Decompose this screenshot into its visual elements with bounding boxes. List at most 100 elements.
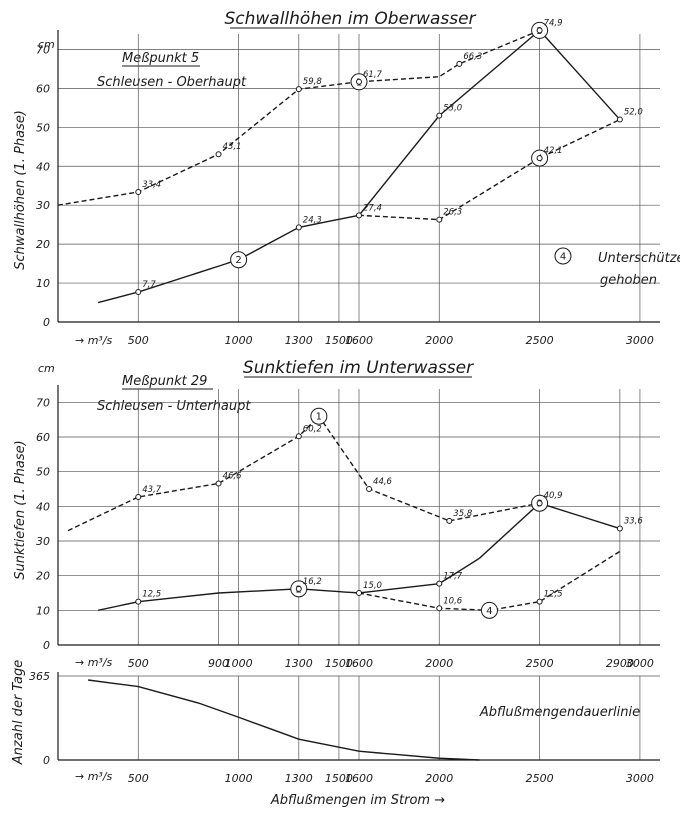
- chart-2-y-tick-label: 10: [36, 604, 50, 617]
- chart-2-data-point: [536, 500, 543, 507]
- chart-1-annotation-marker-label: 4: [560, 252, 566, 263]
- chart-1-y-tick-label: 30: [36, 199, 50, 212]
- chart-1-data-point: [616, 116, 623, 123]
- chart-1-y-unit: cm: [38, 38, 55, 51]
- chart-2-x-tick-label: 1600: [345, 657, 373, 670]
- chart-1-annotation-line-1: Unterschütze: [598, 251, 680, 266]
- chart-1-data-point: [436, 112, 443, 119]
- chart-2-series-marker-label: 1: [316, 412, 322, 423]
- chart-2-data-label: 10,6: [443, 596, 463, 606]
- chart-1-subtitle-1: Meßpunkt 5: [122, 51, 199, 66]
- chart-1-x-tick-label: 2000: [425, 334, 453, 347]
- chart-1-data-label: 42,1: [544, 146, 563, 156]
- chart-2-data-label: 12,5: [142, 590, 161, 600]
- chart-1-data-point: [356, 78, 362, 85]
- chart-2-data-point: [135, 598, 142, 605]
- chart-2-x-tick-label: 2000: [425, 657, 453, 670]
- chart-1-series-marker: [230, 251, 248, 269]
- chart-1-y-tick-label: 60: [36, 82, 50, 95]
- chart-2-data-point: [215, 480, 222, 487]
- chart-3-y-axis-label: Anzahl der Tage: [11, 660, 26, 765]
- chart-1-data-point: [295, 86, 302, 93]
- chart-2-y-tick-label: 20: [36, 570, 50, 583]
- chart-3-x-tick-label: 1300: [285, 772, 313, 785]
- chart-2-data-label: 40,9: [544, 491, 563, 501]
- chart-2-data-label: 60,2: [303, 424, 322, 434]
- chart-2-data-point: [295, 433, 302, 440]
- chart-1-data-point: [536, 155, 543, 162]
- chart-3-title: Abflußmengendauerlinie: [479, 705, 640, 720]
- chart-1-y-tick-label: 40: [36, 160, 50, 173]
- chart-2-x-tick-label: 1300: [285, 657, 313, 670]
- chart-3-y-tick-label: 0: [43, 754, 50, 767]
- chart-1-data-point: [356, 212, 362, 219]
- chart-1-annotation-marker: [554, 247, 572, 265]
- chart-2-x-tick-label: 900: [208, 657, 229, 670]
- chart-1-x-tick-label: 1300: [285, 334, 313, 347]
- chart-2-data-label: 44,6: [373, 477, 393, 487]
- chart-1-data-label: 24,3: [303, 215, 322, 225]
- chart-1-x-tick-label: 3000: [626, 334, 654, 347]
- chart-2-series-marker-label: 4: [486, 606, 492, 617]
- chart-3-x-tick-label: 2000: [425, 772, 453, 785]
- chart-1-x-tick-label: 2500: [526, 334, 554, 347]
- chart-2-y-tick-label: 0: [43, 639, 50, 652]
- chart-1-data-label: 33,4: [142, 180, 161, 190]
- chart-1-data-point: [135, 289, 142, 296]
- chart-2-y-tick-label: 40: [36, 500, 50, 513]
- chart-1-data-point: [436, 216, 443, 223]
- chart-1-title: Schwallhöhen im Oberwasser: [224, 9, 476, 29]
- chart-2-data-label: 35,8: [453, 509, 473, 519]
- chart-2-data-point: [356, 590, 362, 596]
- chart-3-x-tick-label: 1600: [345, 772, 373, 785]
- chart-1-data-point: [215, 151, 222, 158]
- chart-2-subtitle-1: Meßpunkt 29: [122, 374, 207, 389]
- chart-2-series-1: [67, 415, 540, 532]
- chart-2-data-point: [536, 598, 543, 605]
- chart-2-x-tick-label: 2500: [526, 657, 554, 670]
- chart-1-y-tick-label: 20: [36, 238, 50, 251]
- chart-2-data-label: 16,2: [303, 577, 322, 587]
- chart-2-y-unit: cm: [38, 362, 55, 375]
- chart-3-x-unit: → m³/s: [75, 770, 113, 783]
- chart-2-subtitle-2: Schleusen - Unterhaupt: [97, 399, 251, 414]
- chart-1-x-tick-label: 1600: [345, 334, 373, 347]
- chart-1-x-tick-label: 1000: [225, 334, 253, 347]
- chart-1-y-axis-label: Schwallhöhen (1. Phase): [13, 110, 28, 270]
- chart-1-data-label: 43,1: [223, 142, 242, 152]
- chart-2-data-label: 12,5: [544, 590, 563, 600]
- chart-2-data-point: [446, 517, 453, 524]
- chart-1-data-label: 61,7: [363, 70, 383, 80]
- chart-3-y-tick-label: 365: [29, 670, 50, 683]
- chart-3-x-tick-label: 500: [128, 772, 149, 785]
- chart-2-y-axis-label: Sunktiefen (1. Phase): [13, 440, 28, 579]
- chart-2-series-4: [358, 550, 621, 612]
- chart-2-x-tick-label: 1500: [325, 657, 353, 670]
- chart-3-x-tick-label: 3000: [626, 772, 654, 785]
- chart-2-x-tick-label: 3000: [626, 657, 654, 670]
- chart-2-x-tick-label: 500: [128, 657, 149, 670]
- chart-2-y-tick-label: 30: [36, 535, 50, 548]
- chart-1-data-label: 7,7: [142, 280, 156, 290]
- chart-1-subtitle-2: Schleusen - Oberhaupt: [97, 75, 247, 90]
- chart-2-x-tick-label: 1000: [225, 657, 253, 670]
- chart-2-data-label: 33,6: [624, 517, 644, 527]
- chart-1-data-point: [135, 188, 142, 195]
- chart-2-data-point: [295, 585, 302, 592]
- chart-2-y-tick-label: 50: [36, 466, 50, 479]
- chart-2-data-label: 46,6: [223, 471, 243, 481]
- chart-1-data-point: [295, 224, 302, 231]
- chart-2-series-3: [438, 502, 621, 585]
- chart-1-data-label: 52,0: [624, 108, 643, 118]
- chart-2-data-point: [616, 525, 623, 532]
- chart-1-data-point: [456, 60, 463, 67]
- chart-1-series-4: [358, 118, 621, 221]
- chart-2-title: Sunktiefen im Unterwasser: [243, 358, 474, 378]
- chart-2-series-marker: [480, 601, 498, 619]
- chart-1-data-label: 53,0: [443, 104, 462, 114]
- chart-1-data-label: 27,4: [363, 203, 382, 213]
- chart-1-data-point: [536, 27, 543, 34]
- chart-2-data-point: [436, 605, 443, 612]
